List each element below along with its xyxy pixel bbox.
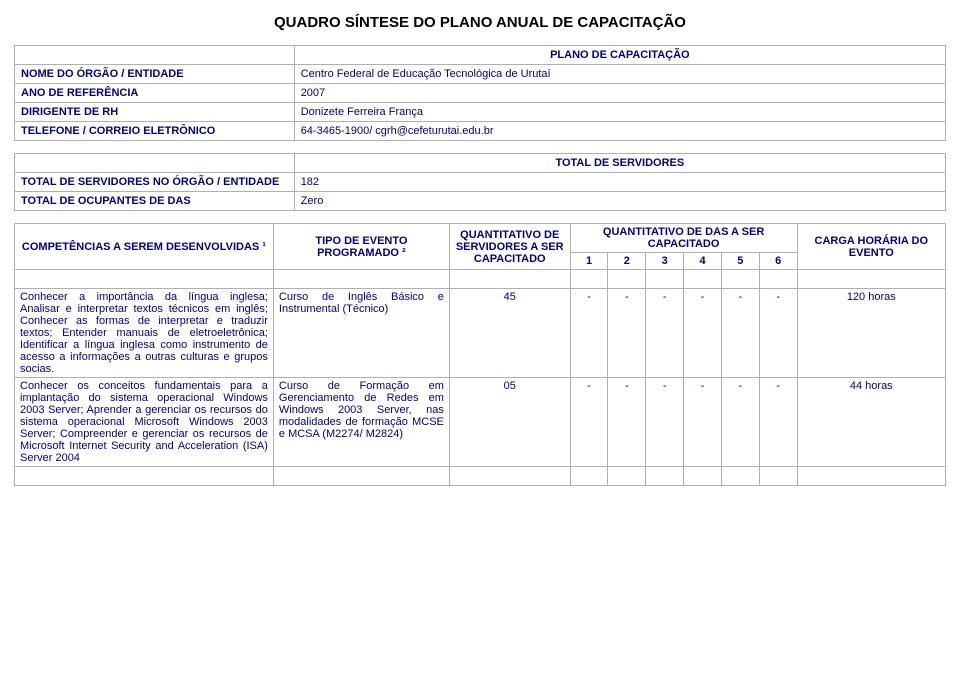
t2-value-0: 182: [295, 173, 945, 191]
t1-value-3: 64-3465-1900/ cgrh@cefeturutai.edu.br: [295, 122, 945, 140]
competencias-table: COMPETÊNCIAS A SEREM DESENVOLVIDAS ¹ TIP…: [14, 223, 946, 486]
das-cell-2: -: [608, 378, 645, 466]
t2-label-1: TOTAL DE OCUPANTES DE DAS: [15, 192, 294, 210]
t1-label-3: TELEFONE / CORREIO ELETRÔNICO: [15, 122, 294, 140]
qserv-cell: 45: [450, 289, 570, 377]
table-row: Conhecer os conceitos fundamentais para …: [15, 378, 945, 466]
das-cell-6: -: [760, 378, 797, 466]
col-qserv: QUANTITATIVO DE SERVIDORES A SER CAPACIT…: [450, 224, 570, 269]
das-col-5: 5: [722, 253, 759, 269]
das-cell-6: -: [760, 289, 797, 377]
das-cell-5: -: [722, 289, 759, 377]
das-col-1: 1: [571, 253, 608, 269]
qserv-cell: 05: [450, 378, 570, 466]
entity-table: PLANO DE CAPACITAÇÃO NOME DO ÓRGÃO / ENT…: [14, 45, 946, 141]
competencias-cell: Conhecer os conceitos fundamentais para …: [15, 378, 273, 466]
table-row: Conhecer a importância da língua inglesa…: [15, 289, 945, 377]
carga-cell: 120 horas: [798, 289, 945, 377]
totals-table: TOTAL DE SERVIDORES TOTAL DE SERVIDORES …: [14, 153, 946, 211]
das-cell-1: -: [571, 378, 608, 466]
das-cell-4: -: [684, 289, 721, 377]
das-cell-2: -: [608, 289, 645, 377]
das-cell-5: -: [722, 378, 759, 466]
t1-label-0: NOME DO ÓRGÃO / ENTIDADE: [15, 65, 294, 83]
t1-value-1: 2007: [295, 84, 945, 102]
das-col-6: 6: [760, 253, 797, 269]
das-cell-3: -: [646, 289, 683, 377]
page-title: QUADRO SÍNTESE DO PLANO ANUAL DE CAPACIT…: [14, 14, 946, 31]
plano-header: PLANO DE CAPACITAÇÃO: [295, 46, 945, 64]
total-servidores-header: TOTAL DE SERVIDORES: [295, 154, 945, 172]
das-col-3: 3: [646, 253, 683, 269]
das-col-4: 4: [684, 253, 721, 269]
t1-label-2: DIRIGENTE DE RH: [15, 103, 294, 121]
t1-value-0: Centro Federal de Educação Tecnológica d…: [295, 65, 945, 83]
das-cell-4: -: [684, 378, 721, 466]
competencias-cell: Conhecer a importância da língua inglesa…: [15, 289, 273, 377]
col-qdas: QUANTITATIVO DE DAS A SER CAPACITADO: [571, 224, 797, 252]
col-carga: CARGA HORÁRIA DO EVENTO: [798, 224, 945, 269]
t2-value-1: Zero: [295, 192, 945, 210]
col-competencias: COMPETÊNCIAS A SEREM DESENVOLVIDAS ¹: [15, 224, 273, 269]
t2-label-0: TOTAL DE SERVIDORES NO ÓRGÃO / ENTIDADE: [15, 173, 294, 191]
t1-value-2: Donizete Ferreira França: [295, 103, 945, 121]
t1-label-1: ANO DE REFERÊNCIA: [15, 84, 294, 102]
das-col-2: 2: [608, 253, 645, 269]
col-tipo: TIPO DE EVENTO PROGRAMADO ²: [274, 224, 449, 269]
carga-cell: 44 horas: [798, 378, 945, 466]
tipo-cell: Curso de Inglês Básico e Instrumental (T…: [274, 289, 449, 377]
das-cell-3: -: [646, 378, 683, 466]
das-cell-1: -: [571, 289, 608, 377]
tipo-cell: Curso de Formação em Gerenciamento de Re…: [274, 378, 449, 466]
